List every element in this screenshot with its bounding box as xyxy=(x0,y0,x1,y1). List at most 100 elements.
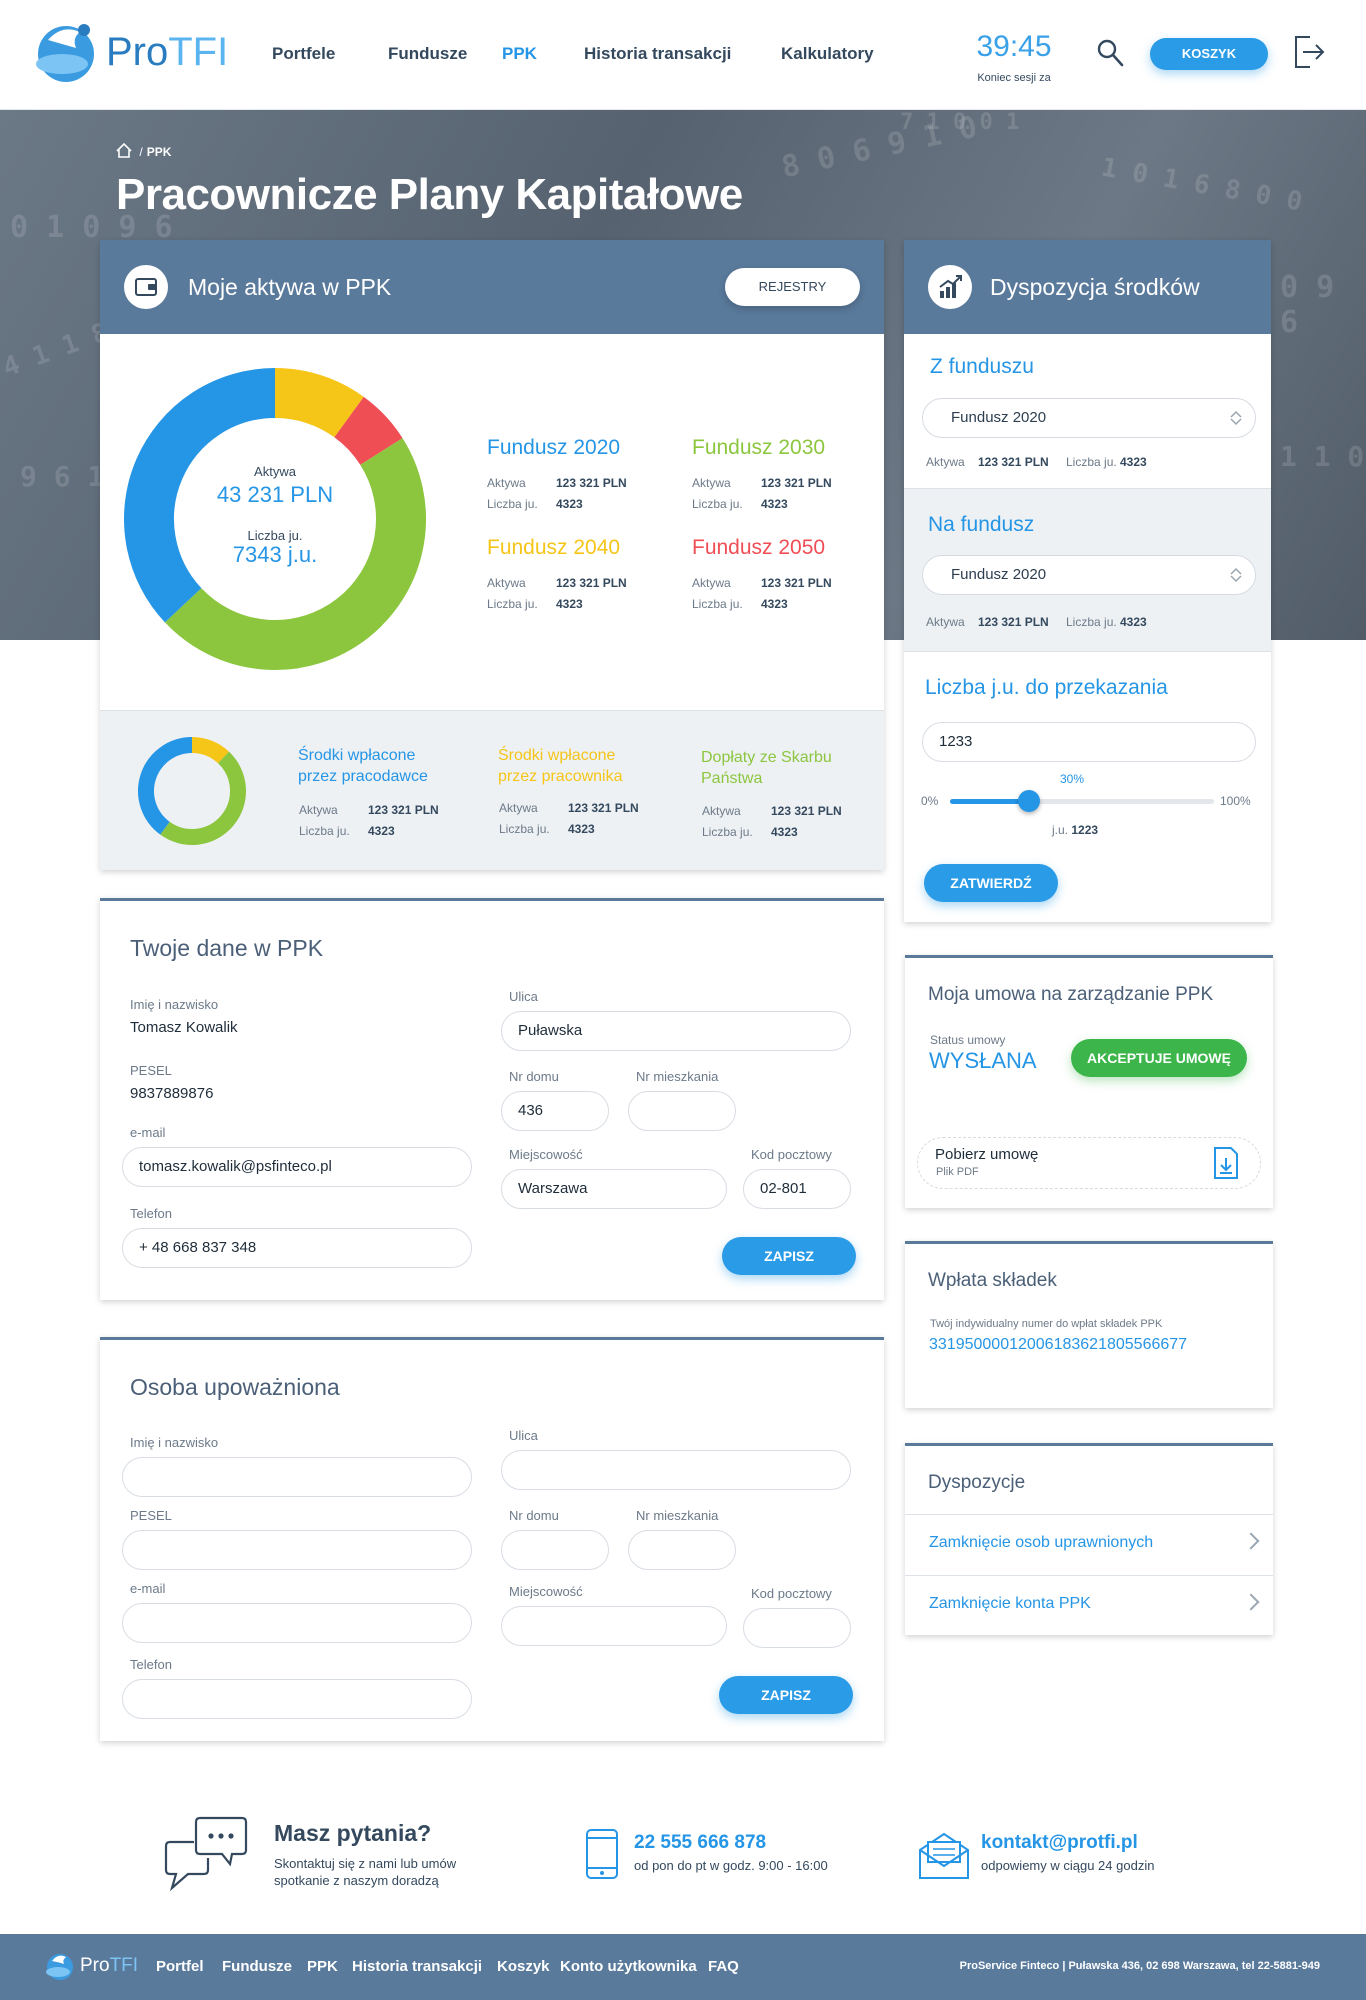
auth-flat-field[interactable] xyxy=(628,1530,736,1570)
footer-logo-text[interactable]: ProTFI xyxy=(80,1955,138,1977)
dispositions-title: Dyspozycje xyxy=(928,1472,1026,1493)
auth-house-field[interactable] xyxy=(501,1530,609,1570)
home-icon[interactable] xyxy=(116,142,132,158)
source-units: 4323 xyxy=(568,822,595,836)
nav-portfele[interactable]: Portfele xyxy=(272,44,336,63)
cart-button[interactable]: KOSZYK xyxy=(1150,38,1268,70)
fund-units: 4323 xyxy=(761,497,788,511)
protfi-logo-icon[interactable] xyxy=(32,18,102,84)
dispositions-card: Dyspozycje Zamknięcie osob uprawnionych … xyxy=(905,1443,1273,1635)
logout-icon[interactable] xyxy=(1292,34,1326,70)
slider-ju-label: j.u. xyxy=(1052,823,1069,837)
pesel-value: 9837889876 xyxy=(130,1085,214,1102)
footer-logo-icon[interactable] xyxy=(44,1950,76,1982)
contact-desc-line1: Skontaktuj się z nami lub umów xyxy=(274,1856,457,1871)
source-state: Dopłaty ze Skarbu Państwa xyxy=(701,747,832,789)
contact-email[interactable]: kontakt@protfi.pl xyxy=(981,1832,1138,1853)
donut-slice-przez-pracodawce xyxy=(138,737,193,835)
authorized-person-card: Osoba upoważniona Imię i nazwisko PESEL … xyxy=(100,1337,884,1741)
auth-name-field[interactable] xyxy=(122,1457,472,1497)
nav-kalkulatory[interactable]: Kalkulatory xyxy=(781,44,874,63)
house-number-field[interactable]: 436 xyxy=(501,1091,609,1131)
phone-field[interactable]: + 48 668 837 348 xyxy=(122,1228,472,1268)
auth-zip-field[interactable] xyxy=(743,1608,851,1648)
auth-pesel-field[interactable] xyxy=(122,1530,472,1570)
account-number: 33195000012006183621805566677 xyxy=(929,1336,1188,1353)
search-icon[interactable] xyxy=(1096,38,1124,68)
logo-text[interactable]: ProTFI xyxy=(106,30,229,74)
to-aktywa-label: Aktywa xyxy=(926,615,965,629)
auth-street-field[interactable] xyxy=(501,1450,851,1490)
select-arrows-icon xyxy=(1230,567,1242,583)
disposition-card: Dyspozycja środków Z funduszu Fundusz 20… xyxy=(904,240,1271,922)
assets-card-header: Moje aktywa w PPK REJESTRY xyxy=(100,240,884,334)
city-field[interactable]: Warszawa xyxy=(501,1169,727,1209)
donut-slice-przez-pracownika xyxy=(191,737,229,764)
auth-street-label: Ulica xyxy=(509,1428,538,1443)
registers-button[interactable]: REJESTRY xyxy=(725,268,860,306)
save-authorized-button[interactable]: ZAPISZ xyxy=(719,1676,853,1714)
fund-aktywa: 123 321 PLN xyxy=(761,476,832,490)
source-line2: przez pracodawce xyxy=(298,768,428,785)
wallet-icon xyxy=(124,265,168,309)
slider-track[interactable] xyxy=(950,790,1214,812)
email-field[interactable]: tomasz.kowalik@psfinteco.pl xyxy=(122,1147,472,1187)
confirm-button[interactable]: ZATWIERDŹ xyxy=(924,864,1058,902)
source-units: 4323 xyxy=(368,824,395,838)
zip-label: Kod pocztowy xyxy=(751,1147,832,1162)
auth-phone-field[interactable] xyxy=(122,1679,472,1719)
nav-ppk[interactable]: PPK xyxy=(502,44,537,63)
from-aktywa-label: Aktywa xyxy=(926,455,965,469)
name-label: Imię i nazwisko xyxy=(130,997,219,1012)
footer-nav-historia[interactable]: Historia transakcji xyxy=(352,1958,483,1975)
auth-city-field[interactable] xyxy=(501,1606,727,1646)
fund-aktywa-label: Aktywa xyxy=(692,476,731,490)
street-field[interactable]: Puławska xyxy=(501,1011,851,1051)
footer-address: ProService Finteco | Puławska 436, 02 69… xyxy=(959,1960,1320,1972)
footer-nav-ppk[interactable]: PPK xyxy=(307,1958,338,1975)
to-fund-section: Na fundusz Fundusz 2020 Aktywa 123 321 P… xyxy=(904,488,1271,652)
contact-phone[interactable]: 22 555 666 878 xyxy=(634,1832,767,1853)
auth-email-field[interactable] xyxy=(122,1603,472,1643)
footer-nav-fundusze[interactable]: Fundusze xyxy=(222,1958,292,1975)
slider-handle[interactable] xyxy=(1018,790,1041,812)
fund-units: 4323 xyxy=(556,497,583,511)
save-personal-button[interactable]: ZAPISZ xyxy=(722,1237,856,1275)
zip-field[interactable]: 02-801 xyxy=(743,1169,851,1209)
contact-desc-line2: spotkanie z naszym doradzą xyxy=(274,1873,439,1888)
flat-number-field[interactable] xyxy=(628,1091,736,1131)
footer-nav-portfel[interactable]: Portfel xyxy=(156,1958,204,1975)
auth-house-label: Nr domu xyxy=(509,1508,559,1523)
footer-nav-faq[interactable]: FAQ xyxy=(708,1958,739,1975)
disposition-link-close-beneficiaries[interactable]: Zamknięcie osob uprawnionych xyxy=(905,1514,1273,1574)
nav-historia-transakcji[interactable]: Historia transakcji xyxy=(584,44,732,63)
assets-title: Moje aktywa w PPK xyxy=(188,274,392,300)
fund-aktywa: 123 321 PLN xyxy=(556,576,627,590)
to-fund-select[interactable]: Fundusz 2020 xyxy=(922,555,1256,595)
authorized-title: Osoba upoważniona xyxy=(130,1374,340,1400)
contact-title: Masz pytania? xyxy=(274,1820,432,1846)
footer-nav-koszyk[interactable]: Koszyk xyxy=(497,1958,550,1975)
disposition-link-close-account[interactable]: Zamknięcie konta PPK xyxy=(905,1575,1273,1635)
file-type-label: Plik PDF xyxy=(936,1166,979,1178)
source-units: 4323 xyxy=(771,825,798,839)
source-aktywa: 123 321 PLN xyxy=(368,803,439,817)
units-transfer-input[interactable]: 1233 xyxy=(922,722,1256,762)
fund-aktywa-label: Aktywa xyxy=(487,576,526,590)
source-line1: Środki wpłacone xyxy=(298,747,416,764)
nav-fundusze[interactable]: Fundusze xyxy=(388,44,468,63)
slider-min-label: 0% xyxy=(921,794,939,808)
from-units: 4323 xyxy=(1120,455,1147,469)
from-fund-title: Z funduszu xyxy=(930,355,1034,378)
street-label: Ulica xyxy=(509,989,538,1004)
download-label: Pobierz umowę xyxy=(935,1146,1039,1163)
contract-title: Moja umowa na zarządzanie PPK xyxy=(928,984,1214,1005)
fund-units: 4323 xyxy=(556,597,583,611)
accept-contract-button[interactable]: AKCEPTUJE UMOWĘ xyxy=(1071,1039,1247,1077)
download-contract[interactable]: Pobierz umowę Plik PDF xyxy=(917,1137,1261,1189)
from-fund-select[interactable]: Fundusz 2020 xyxy=(922,398,1256,438)
footer-nav-konto[interactable]: Konto użytkownika xyxy=(560,1958,697,1975)
download-pdf-icon[interactable] xyxy=(1212,1146,1240,1180)
phone-icon xyxy=(586,1829,618,1879)
assets-card: Moje aktywa w PPK REJESTRY Aktywa 43 231… xyxy=(100,240,884,870)
